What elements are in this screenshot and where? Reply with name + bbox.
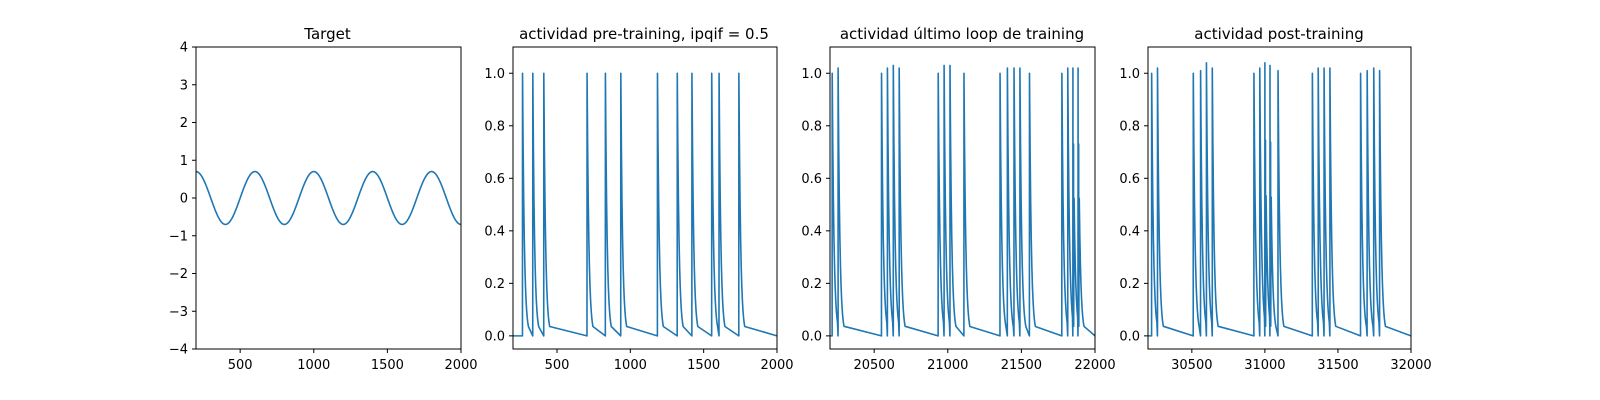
y-tick-label: 0.8 [1119, 119, 1140, 134]
x-tick-label: 31500 [1317, 358, 1358, 373]
y-tick-label: 0.4 [1119, 224, 1140, 239]
y-tick-label: 0.0 [484, 329, 505, 344]
y-tick-label: 0.6 [1119, 172, 1140, 187]
x-tick-label: 21500 [1001, 358, 1042, 373]
plot-area: 500 1000 1500 2000 −4 −3 −2 −1 0 1 2 3 4 [169, 41, 478, 374]
panel-target: Target 500 1000 1500 2000 −4 −3 −2 −1 0 1 2 3 4 [169, 25, 478, 373]
x-tick-label: 2000 [760, 358, 793, 373]
y-tick-label: 0.6 [801, 172, 822, 187]
x-tick-label: 31000 [1244, 358, 1285, 373]
x-tick-label: 2000 [444, 358, 477, 373]
panel-title: Target [303, 25, 351, 43]
y-tick-label: 0.8 [484, 119, 505, 134]
plot-area: 20500 21000 21500 22000 0.0 0.2 0.4 0.6 0.8 1.0 [801, 46, 1116, 373]
x-tick-label: 30500 [1171, 358, 1212, 373]
series-line [195, 170, 462, 226]
x-tick-label: 20500 [853, 358, 894, 373]
plot-area: 500 1000 1500 2000 0.0 0.2 0.4 0.6 0.8 1.0 [484, 46, 794, 373]
x-tick-label: 1500 [371, 358, 404, 373]
y-tick-label: 0.2 [1119, 277, 1140, 292]
y-tick-label: 1.0 [1119, 67, 1140, 82]
panel-post-training: actividad post-training 30500 31000 31500 3… [1119, 25, 1431, 373]
panel-title: actividad último loop de training [840, 25, 1084, 43]
y-tick-label: 4 [180, 41, 188, 56]
y-tick-label: 1 [180, 154, 188, 169]
y-tick-label: −2 [169, 267, 188, 282]
x-tick-label: 500 [228, 358, 253, 373]
panel-last-training-loop: actividad último loop de training 20500 2… [801, 25, 1115, 373]
series-line [513, 72, 778, 337]
x-tick-label: 21000 [927, 358, 968, 373]
y-tick-label: 0.0 [801, 329, 822, 344]
x-tick-label: 32000 [1390, 358, 1431, 373]
y-tick-label: 0.4 [801, 224, 822, 239]
x-tick-label: 1500 [687, 358, 720, 373]
y-tick-label: 3 [180, 78, 188, 93]
y-tick-label: −1 [169, 229, 188, 244]
panel-pre-training: actividad pre-training, ipqif = 0.5 500 1… [484, 25, 793, 373]
panel-title: actividad post-training [1194, 25, 1363, 43]
x-tick-label: 500 [545, 358, 570, 373]
x-tick-label: 22000 [1074, 358, 1115, 373]
y-tick-label: 0.2 [484, 277, 505, 292]
y-tick-label: 0.2 [801, 277, 822, 292]
y-tick-label: 1.0 [484, 67, 505, 82]
plot-area: 30500 31000 31500 32000 0.0 0.2 0.4 0.6 0.8 1.0 [1119, 46, 1432, 373]
y-tick-label: 0.0 [1119, 329, 1140, 344]
y-tick-label: 0.4 [484, 224, 505, 239]
y-tick-label: 1.0 [801, 67, 822, 82]
y-tick-label: 0 [180, 192, 188, 207]
axes-frame [829, 46, 1096, 350]
y-tick-label: −3 [169, 305, 188, 320]
panel-title: actividad pre-training, ipqif = 0.5 [519, 25, 769, 43]
axes-frame [512, 46, 778, 350]
x-tick-label: 1000 [297, 358, 330, 373]
y-tick-label: 0.8 [801, 119, 822, 134]
y-tick-label: −4 [169, 343, 188, 358]
series-line [830, 64, 1096, 337]
x-tick-label: 1000 [614, 358, 647, 373]
y-tick-label: 2 [180, 116, 188, 131]
series-line [1148, 61, 1412, 337]
axes-frame [1147, 46, 1412, 350]
y-tick-label: 0.6 [484, 172, 505, 187]
